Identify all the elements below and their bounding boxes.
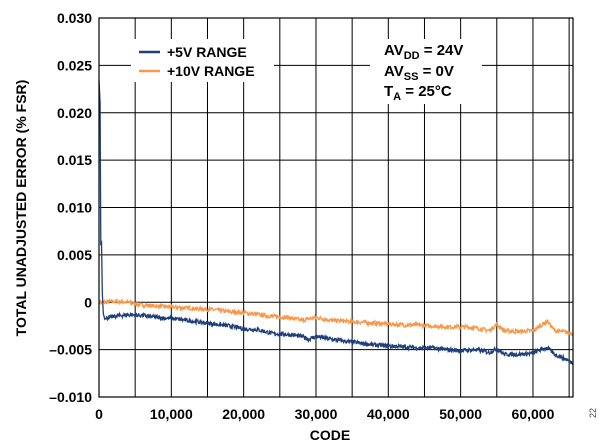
y-tick-label: 0.025 [57,57,92,73]
legend: +5V RANGE +10V RANGE [131,39,274,82]
y-tick-label: 0.020 [57,105,92,121]
x-tick-label: 30,000 [295,406,338,422]
figure-id: 22 [588,407,598,418]
x-tick-label: 10,000 [150,406,193,422]
x-tick-labels: 0 10,000 20,000 30,000 40,000 50,000 60,000 [95,406,554,422]
y-tick-label: 0 [84,294,92,310]
condition-avss: AVSS = 0V [384,63,454,83]
x-axis-title: CODE [310,427,350,443]
plot-frame [98,17,574,398]
condition-ta: TA = 25°C [384,83,452,103]
condition-avdd: AVDD = 24V [384,42,463,62]
conditions-box: AVDD = 24V AVSS = 0V TA = 25°C [370,39,482,104]
y-tick-label: 0.030 [57,10,92,26]
y-tick-label: –0.005 [49,342,92,358]
x-tick-label: 40,000 [367,406,410,422]
series-layer [98,79,574,365]
y-tick-label: 0.005 [57,247,92,263]
conditions-bg [370,39,482,104]
legend-label-5v: +5V RANGE [167,44,247,60]
series-10v-line [98,297,574,337]
x-tick-label: 0 [95,406,103,422]
x-tick-label: 60,000 [512,406,555,422]
y-tick-label: –0.010 [49,389,92,405]
y-tick-label: 0.015 [57,152,92,168]
x-tick-label: 20,000 [222,406,265,422]
y-axis-title: TOTAL UNADJUSTED ERROR (% FSR) [13,80,29,337]
y-tick-label: 0.010 [57,200,92,216]
legend-box [131,39,274,82]
series-5v-line [98,79,573,365]
legend-label-10v: +10V RANGE [167,63,255,79]
y-tick-labels: –0.010 –0.005 0 0.005 0.010 0.015 0.020 0.025 0.… [49,10,92,405]
x-tick-label: 50,000 [439,406,482,422]
